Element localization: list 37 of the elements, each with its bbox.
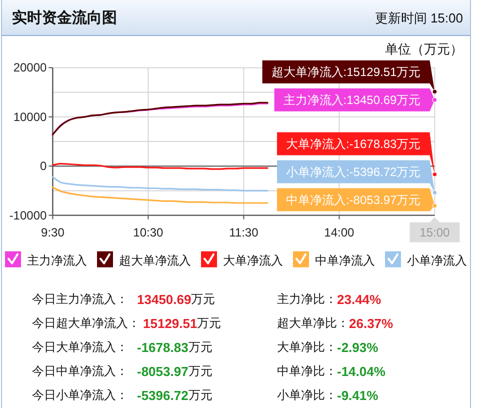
x-tick-label: 10:30 bbox=[133, 225, 164, 240]
y-tick-label: 20000 bbox=[13, 60, 48, 75]
text: 超大单净比：26.37% bbox=[277, 316, 394, 330]
y-tick-label: -10000 bbox=[9, 208, 48, 222]
x-tick-label: 15:00 bbox=[420, 225, 450, 240]
annotation: 大单净流入:-1678.83万元 bbox=[286, 136, 421, 151]
text: 今日主力净流入： bbox=[32, 292, 128, 306]
text: 今日小单净流入： bbox=[32, 388, 128, 402]
text: 今日大单净流入： bbox=[32, 340, 128, 354]
x-tick-label: 9:30 bbox=[41, 225, 65, 240]
annotation: 中单净流入:-8053.97万元 bbox=[286, 192, 421, 207]
legend-label: 超大单净流入 bbox=[119, 253, 191, 268]
text: -5396.72万元 bbox=[137, 388, 212, 402]
annotation: 小单净流入:-5396.72万元 bbox=[286, 164, 421, 179]
legend-label: 中单净流入 bbox=[315, 253, 375, 268]
legend-label: 主力净流入 bbox=[27, 253, 87, 268]
annotation: 主力净流入:13450.69万元 bbox=[283, 92, 421, 107]
text: 主力净比：23.44% bbox=[277, 292, 382, 306]
text: 小单净比：-9.41% bbox=[277, 388, 379, 402]
y-axis-title: 单位（万元） bbox=[385, 42, 463, 56]
y-tick-label: 10000 bbox=[13, 110, 48, 124]
text: -8053.97万元 bbox=[137, 364, 212, 378]
text: 今日超大单净流入： bbox=[32, 316, 140, 330]
text: -1678.83万元 bbox=[137, 340, 212, 354]
text: 大单净比：-2.93% bbox=[277, 340, 379, 354]
text: 今日中单净流入： bbox=[32, 364, 128, 378]
chart-title: 实时资金流向图 bbox=[12, 8, 117, 26]
annotation: 超大单净流入:15129.51万元 bbox=[271, 64, 421, 79]
text: 13450.69万元 bbox=[137, 292, 216, 306]
text: 中单净比：-14.04% bbox=[277, 364, 386, 378]
y-tick-label: 0 bbox=[40, 159, 48, 174]
legend-label: 大单净流入 bbox=[223, 253, 283, 268]
chart-subtitle: 更新时间 15:00 bbox=[374, 10, 463, 26]
x-tick-label: 11:30 bbox=[229, 225, 259, 240]
x-tick-label: 14:00 bbox=[324, 225, 355, 240]
legend-label: 小单净流入 bbox=[407, 253, 467, 268]
text: 15129.51万元 bbox=[143, 316, 222, 330]
